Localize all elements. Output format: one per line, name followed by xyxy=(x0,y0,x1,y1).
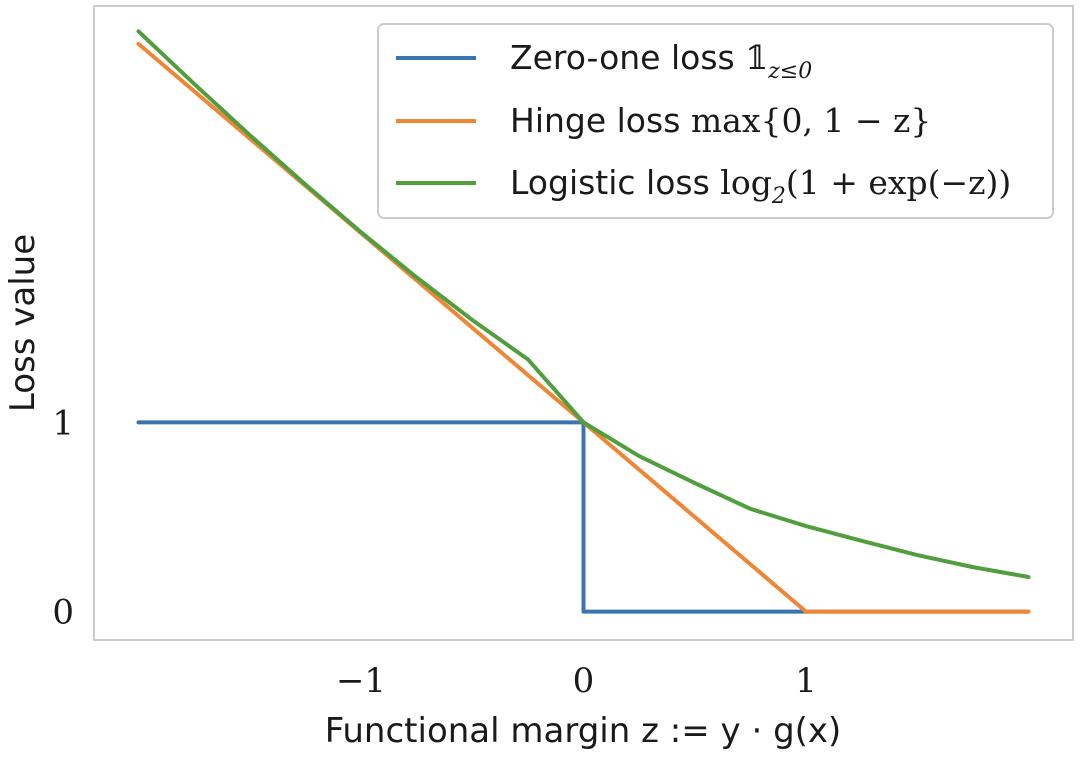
x-tick-label: 1 xyxy=(795,661,817,701)
x-tick-labels: −1 0 1 xyxy=(336,661,817,701)
y-tick-label: 0 xyxy=(52,593,74,633)
series-layer xyxy=(136,29,1031,614)
x-axis-label: Functional margin z := y · g(x) xyxy=(325,711,842,751)
x-tick-label: −1 xyxy=(336,661,386,701)
logistic-loss-line xyxy=(136,29,1031,579)
y-axis-label: Loss value xyxy=(3,234,43,412)
zero-one-loss-line xyxy=(136,420,1031,614)
x-tick-label: 0 xyxy=(573,661,595,701)
plot-area-frame xyxy=(93,5,1074,641)
legend-box xyxy=(377,23,1054,219)
legend: Zero-one loss 𝟙z≤0 Hinge loss max{0, 1 − … xyxy=(377,23,1054,219)
y-tick-label: 1 xyxy=(52,403,74,443)
y-tick-labels: 01 xyxy=(52,403,74,632)
legend-label-logistic-loss: Logistic loss log2(1 + exp(−z)) xyxy=(510,163,1011,209)
legend-label-hinge-loss: Hinge loss max{0, 1 − z} xyxy=(510,101,931,140)
legend-label-zero-one-loss: Zero-one loss 𝟙z≤0 xyxy=(510,38,812,84)
